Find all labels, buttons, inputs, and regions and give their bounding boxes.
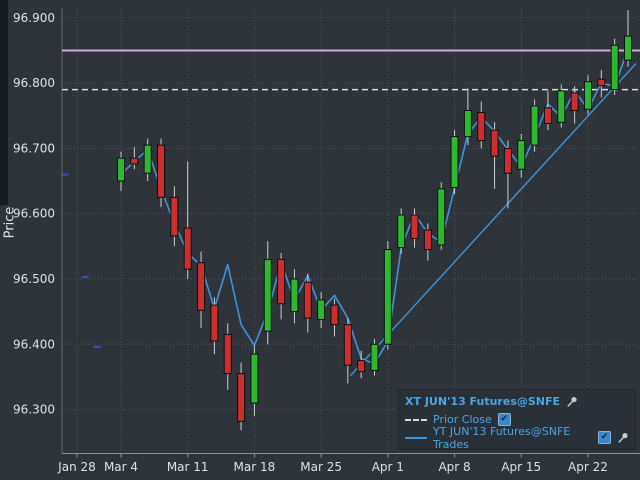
candle-body [490,129,499,157]
candle-body [357,360,366,373]
candle-body [437,188,446,246]
svg-text:Mar 18: Mar 18 [234,460,276,474]
svg-text:96.900: 96.900 [13,11,55,25]
candle-body [330,304,339,326]
blue-line-sample [405,436,427,439]
candle-body [250,353,259,404]
y-axis-title: Price [2,206,18,239]
svg-text:Apr 22: Apr 22 [568,460,608,474]
candle-body [263,258,272,332]
early-marks [61,173,101,348]
axis-lines [61,8,640,458]
y-axis-labels: 96.900 96.800 96.700 96.600 96.500 96.400 96.3… [13,11,55,417]
legend-yt-trades-label[interactable]: YT JUN'13 Futures@SNFE Trades [433,424,571,451]
prior-close-checkbox[interactable]: ✔ [497,413,511,426]
candle-body [543,107,552,125]
candle-body [170,196,179,237]
candle-body [570,92,579,112]
candle-body [130,157,139,165]
pin-icon[interactable] [566,396,578,408]
legend-prior-close-label[interactable]: Prior Close [433,413,492,426]
pin-icon[interactable] [617,432,629,444]
candle-body [517,140,526,170]
candle-body [530,105,539,146]
svg-text:96.700: 96.700 [13,141,55,155]
left-edge-panel [0,0,8,205]
candle-body [423,229,432,251]
legend-yt-trades-row: YT JUN'13 Futures@SNFE Trades ✔ [405,425,629,451]
candle-body [610,44,619,91]
yt-trades-checkbox[interactable]: ✔ [598,431,611,444]
svg-text:Mar 4: Mar 4 [104,460,138,474]
candle-body [317,299,326,320]
candle-body [290,278,299,313]
candle-body [303,281,312,319]
candle-body [117,157,125,182]
candle-body [223,333,232,375]
trades-line [120,48,629,365]
candle-body [557,90,566,123]
candle-body [237,373,246,422]
candle-body [197,262,206,311]
svg-text:96.300: 96.300 [13,403,55,417]
trend-line[interactable] [349,63,637,377]
legend-title-row: XT JUN'13 Futures@SNFE [405,394,629,409]
legend-prior-close-row: Prior Close ✔ [405,412,629,427]
chart-legend: XT JUN'13 Futures@SNFE Prior Close ✔ YT … [398,389,636,451]
x-axis-labels: Jan 28 Mar 4 Mar 11 Mar 18 Mar 25 Apr 1 Apr 8 A… [57,460,608,474]
candle-body [157,144,166,198]
candle-body [583,81,592,110]
candles-layer [117,9,632,431]
candle-body [210,304,219,342]
candle-body [143,144,152,174]
svg-text:96.400: 96.400 [13,337,55,351]
svg-text:96.600: 96.600 [13,207,55,221]
candle-body [370,343,379,371]
candle-body [397,214,406,249]
candle-body [343,324,352,366]
svg-text:96.500: 96.500 [13,272,55,286]
candle-body [383,249,392,345]
candle-body [183,227,192,270]
candle-body [623,35,632,61]
candle-body [410,214,419,239]
legend-series-xt-label[interactable]: XT JUN'13 Futures@SNFE [405,395,561,408]
candle-body [597,78,606,87]
gridlines [62,8,638,452]
svg-text:Apr 15: Apr 15 [501,460,541,474]
candle-body [503,147,512,174]
svg-text:Mar 25: Mar 25 [300,460,342,474]
candle-body [463,110,472,138]
svg-text:Mar 11: Mar 11 [167,460,209,474]
svg-text:Apr 1: Apr 1 [372,460,404,474]
svg-text:Apr 8: Apr 8 [438,460,470,474]
svg-text:96.800: 96.800 [13,76,55,90]
candle-body [450,136,459,189]
svg-text:Jan 28: Jan 28 [57,460,96,474]
dashed-line-sample [405,418,427,421]
candle-body [477,111,486,142]
candle-body [277,258,286,305]
